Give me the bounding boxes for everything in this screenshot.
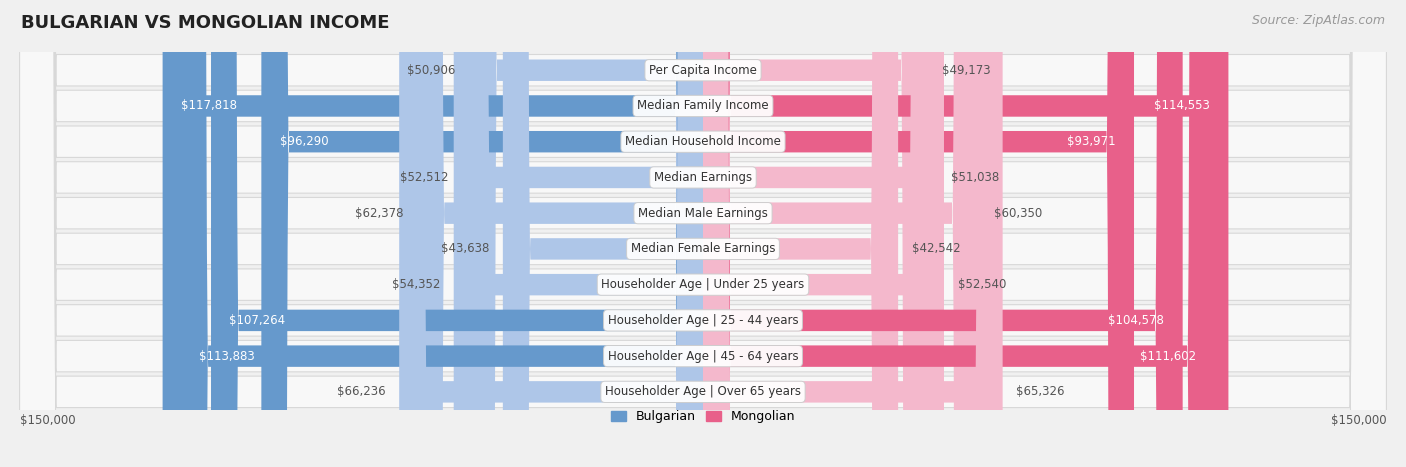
Text: $51,038: $51,038 xyxy=(950,171,1000,184)
Text: $62,378: $62,378 xyxy=(354,207,404,219)
Text: $66,236: $66,236 xyxy=(337,385,385,398)
Text: $117,818: $117,818 xyxy=(181,99,238,113)
Text: BULGARIAN VS MONGOLIAN INCOME: BULGARIAN VS MONGOLIAN INCOME xyxy=(21,14,389,32)
Text: Householder Age | Over 65 years: Householder Age | Over 65 years xyxy=(605,385,801,398)
Text: Median Male Earnings: Median Male Earnings xyxy=(638,207,768,219)
FancyBboxPatch shape xyxy=(20,0,1386,467)
FancyBboxPatch shape xyxy=(703,0,1135,467)
Text: $113,883: $113,883 xyxy=(200,350,254,362)
FancyBboxPatch shape xyxy=(703,0,936,467)
FancyBboxPatch shape xyxy=(703,0,1229,467)
Text: $107,264: $107,264 xyxy=(229,314,285,327)
FancyBboxPatch shape xyxy=(503,0,703,467)
FancyBboxPatch shape xyxy=(463,0,703,467)
Text: $60,350: $60,350 xyxy=(994,207,1042,219)
FancyBboxPatch shape xyxy=(703,0,980,467)
Text: $96,290: $96,290 xyxy=(280,135,329,148)
Text: Median Female Earnings: Median Female Earnings xyxy=(631,242,775,255)
Legend: Bulgarian, Mongolian: Bulgarian, Mongolian xyxy=(606,405,800,429)
FancyBboxPatch shape xyxy=(211,0,703,467)
Text: $43,638: $43,638 xyxy=(440,242,489,255)
Text: $104,578: $104,578 xyxy=(1108,314,1164,327)
Text: Per Capita Income: Per Capita Income xyxy=(650,64,756,77)
Text: $150,000: $150,000 xyxy=(20,414,75,427)
FancyBboxPatch shape xyxy=(180,0,703,467)
Text: $49,173: $49,173 xyxy=(942,64,991,77)
FancyBboxPatch shape xyxy=(20,0,1386,467)
FancyBboxPatch shape xyxy=(470,0,703,467)
Text: $54,352: $54,352 xyxy=(391,278,440,291)
FancyBboxPatch shape xyxy=(703,0,898,467)
FancyBboxPatch shape xyxy=(20,0,1386,467)
FancyBboxPatch shape xyxy=(399,0,703,467)
Text: Householder Age | 25 - 44 years: Householder Age | 25 - 44 years xyxy=(607,314,799,327)
Text: Householder Age | Under 25 years: Householder Age | Under 25 years xyxy=(602,278,804,291)
FancyBboxPatch shape xyxy=(703,0,1182,467)
Text: $50,906: $50,906 xyxy=(408,64,456,77)
Text: $52,540: $52,540 xyxy=(957,278,1007,291)
FancyBboxPatch shape xyxy=(262,0,703,467)
Text: $111,602: $111,602 xyxy=(1140,350,1197,362)
FancyBboxPatch shape xyxy=(20,0,1386,467)
Text: $150,000: $150,000 xyxy=(1331,414,1386,427)
Text: $65,326: $65,326 xyxy=(1017,385,1064,398)
Text: Source: ZipAtlas.com: Source: ZipAtlas.com xyxy=(1251,14,1385,27)
FancyBboxPatch shape xyxy=(703,0,943,467)
FancyBboxPatch shape xyxy=(20,0,1386,467)
FancyBboxPatch shape xyxy=(20,0,1386,467)
FancyBboxPatch shape xyxy=(703,0,928,467)
FancyBboxPatch shape xyxy=(20,0,1386,467)
FancyBboxPatch shape xyxy=(20,0,1386,467)
FancyBboxPatch shape xyxy=(703,0,1215,467)
FancyBboxPatch shape xyxy=(454,0,703,467)
Text: Median Earnings: Median Earnings xyxy=(654,171,752,184)
FancyBboxPatch shape xyxy=(20,0,1386,467)
Text: $42,542: $42,542 xyxy=(912,242,960,255)
FancyBboxPatch shape xyxy=(163,0,703,467)
Text: Householder Age | 45 - 64 years: Householder Age | 45 - 64 years xyxy=(607,350,799,362)
FancyBboxPatch shape xyxy=(703,0,1002,467)
Text: Median Household Income: Median Household Income xyxy=(626,135,780,148)
FancyBboxPatch shape xyxy=(20,0,1386,467)
Text: $93,971: $93,971 xyxy=(1067,135,1116,148)
Text: Median Family Income: Median Family Income xyxy=(637,99,769,113)
FancyBboxPatch shape xyxy=(418,0,703,467)
Text: $52,512: $52,512 xyxy=(399,171,449,184)
Text: $114,553: $114,553 xyxy=(1154,99,1211,113)
